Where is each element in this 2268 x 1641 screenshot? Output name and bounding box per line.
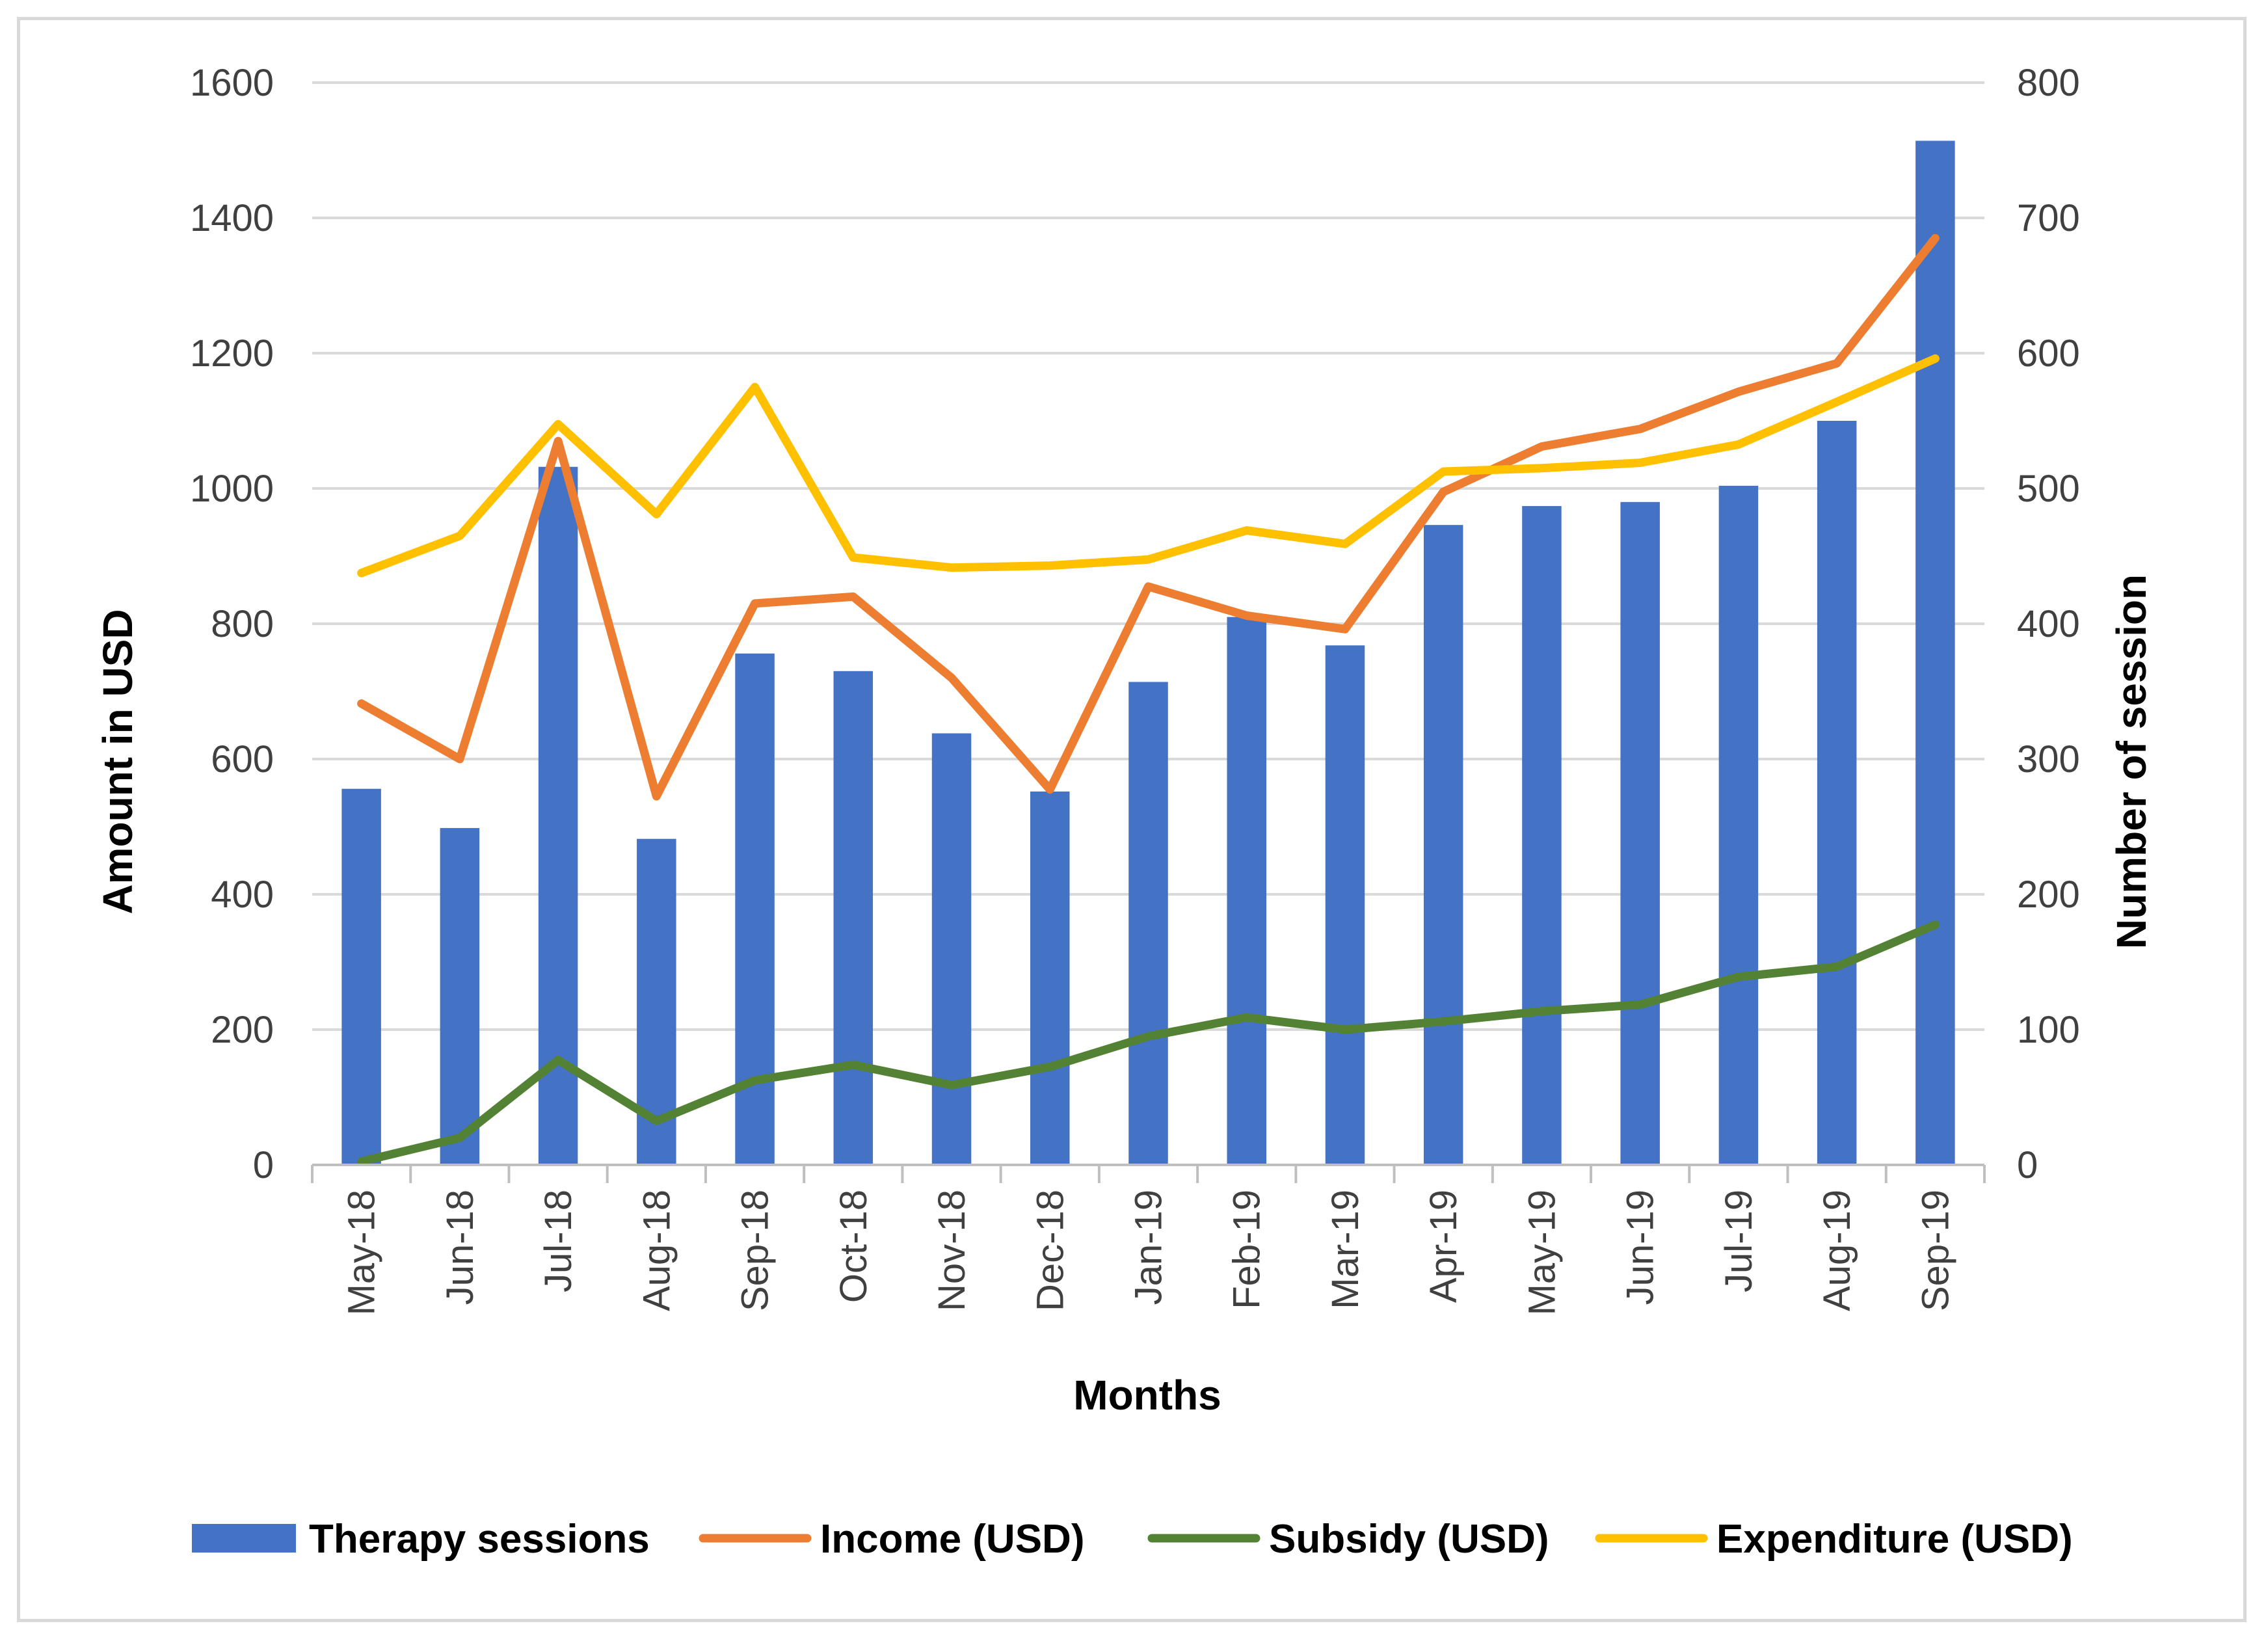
y2-tick-label: 700	[2017, 197, 2080, 239]
bar-therapy-sessions	[833, 671, 874, 1165]
line-subsidy-usd	[357, 920, 1940, 1166]
x-tick-label: Jul-19	[1718, 1190, 1760, 1292]
axes: 0 200 400 600 800 1000 1200 1400 1600 0 100 200 300 4…	[190, 62, 2080, 1315]
bar-series	[341, 140, 1955, 1166]
bar-therapy-sessions	[1227, 617, 1266, 1165]
y2-tick-label: 800	[2017, 62, 2080, 104]
x-tick-label: Dec-18	[1029, 1190, 1071, 1311]
y2-tick-label: 0	[2017, 1144, 2038, 1186]
chart-frame: 0 200 400 600 800 1000 1200 1400 1600 0 100 200 300 4…	[17, 17, 2247, 1622]
bar-therapy-sessions	[1128, 682, 1168, 1165]
line-expenditure-usd	[357, 354, 1940, 578]
x-tick-label: Jun-19	[1620, 1190, 1662, 1305]
chart-svg: 0 200 400 600 800 1000 1200 1400 1600 0 100 200 300 4…	[94, 62, 2155, 1562]
legend-label-subsidy-usd: Subsidy (USD)	[1269, 1517, 1549, 1562]
y2-tick-label: 300	[2017, 738, 2080, 780]
y-tick-label: 0	[253, 1144, 274, 1186]
bar-therapy-sessions	[538, 466, 578, 1165]
x-tick-label: Oct-18	[833, 1190, 875, 1303]
x-tick-label: Jun-18	[439, 1190, 481, 1305]
x-tick-label: May-19	[1521, 1190, 1563, 1315]
bar-therapy-sessions	[1915, 140, 1955, 1166]
x-tick-label: Sep-19	[1914, 1190, 1956, 1311]
y-tick-label: 800	[211, 603, 274, 645]
x-tick-label: Feb-19	[1226, 1190, 1268, 1309]
bar-therapy-sessions	[1325, 645, 1365, 1165]
y-tick-label: 1600	[190, 62, 274, 104]
x-tick-label: Nov-18	[931, 1190, 973, 1311]
y-tick-label: 1000	[190, 468, 274, 510]
y-tick-label: 1200	[190, 332, 274, 375]
y2-tick-label: 200	[2017, 874, 2080, 916]
bar-therapy-sessions	[1718, 485, 1759, 1165]
y2-axis-title: Number of session	[2108, 574, 2155, 949]
bar-therapy-sessions	[1522, 506, 1562, 1165]
x-tick-label: Apr-19	[1422, 1190, 1465, 1303]
legend-label-income-usd: Income (USD)	[820, 1517, 1084, 1562]
y2-tick-label: 500	[2017, 468, 2080, 510]
x-tick-label: Aug-19	[1816, 1190, 1858, 1311]
x-tick-label: Jul-18	[537, 1190, 580, 1292]
bar-therapy-sessions	[341, 788, 381, 1165]
y2-tick-label: 600	[2017, 332, 2080, 375]
y2-tick-label: 400	[2017, 603, 2080, 645]
x-tick-label: May-18	[341, 1190, 383, 1315]
y-axis-title: Amount in USD	[94, 609, 141, 914]
y-tick-label: 600	[211, 738, 274, 780]
bar-therapy-sessions	[931, 733, 972, 1165]
bar-therapy-sessions	[1817, 421, 1857, 1165]
x-tick-label: Mar-19	[1324, 1190, 1367, 1309]
bar-therapy-sessions	[1030, 791, 1070, 1165]
legend: Therapy sessions Income (USD) Subsidy (USD…	[192, 1517, 2073, 1562]
line-series	[357, 233, 1940, 1166]
y-tick-label: 400	[211, 874, 274, 916]
y-tick-label: 200	[211, 1009, 274, 1051]
y2-tick-label: 100	[2017, 1009, 2080, 1051]
legend-swatch-therapy-sessions	[192, 1524, 296, 1553]
bar-therapy-sessions	[1423, 525, 1463, 1165]
x-tick-label: Sep-18	[734, 1190, 777, 1311]
legend-label-therapy-sessions: Therapy sessions	[309, 1517, 650, 1562]
bar-therapy-sessions	[440, 828, 480, 1165]
y-tick-label: 1400	[190, 197, 274, 239]
line-income-usd	[357, 233, 1940, 801]
x-tick-label: Aug-18	[635, 1190, 678, 1311]
x-tick-label: Jan-19	[1128, 1190, 1170, 1305]
legend-label-expenditure-usd: Expenditure (USD)	[1716, 1517, 2073, 1562]
bar-therapy-sessions	[1620, 501, 1660, 1165]
x-axis-title: Months	[1073, 1372, 1221, 1419]
